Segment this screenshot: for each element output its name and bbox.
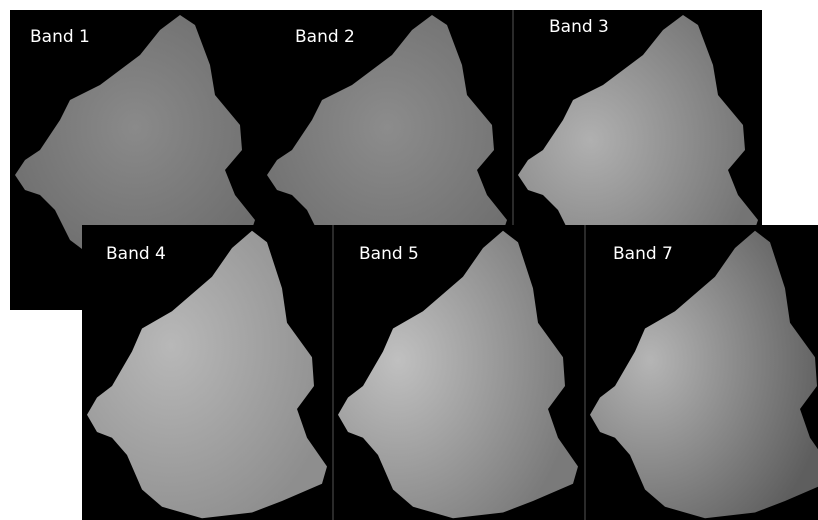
band-label: Band 1 bbox=[30, 27, 90, 47]
band-label: Band 3 bbox=[549, 17, 609, 37]
band-label: Band 2 bbox=[295, 27, 355, 47]
band-label: Band 7 bbox=[613, 244, 673, 264]
band-composite: Band 1 Band 2 Band 3 Band 4 Band 5 Band … bbox=[0, 0, 818, 520]
band-label: Band 5 bbox=[359, 244, 419, 264]
band-label: Band 4 bbox=[106, 244, 166, 264]
